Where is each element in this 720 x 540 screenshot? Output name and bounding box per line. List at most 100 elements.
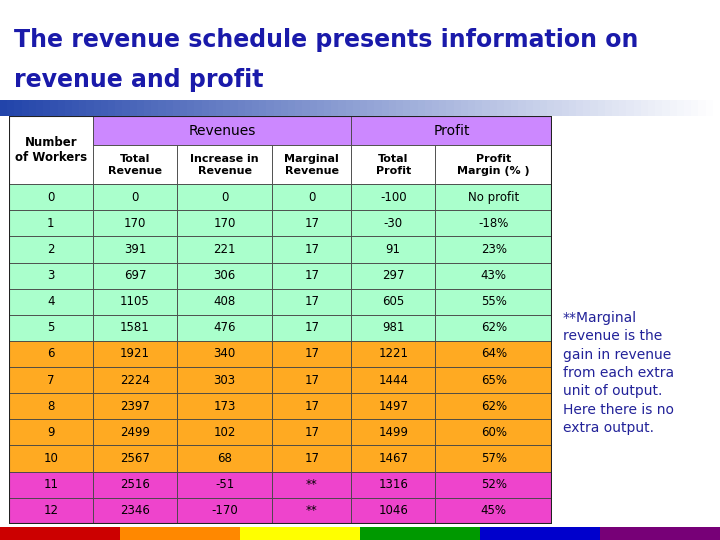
Text: 9: 9 [47,426,55,439]
Bar [9,498,93,524]
Bar [93,498,177,524]
Bar [547,100,554,116]
Bar [79,100,86,116]
Bar [351,262,436,289]
Bar [351,315,436,341]
Text: 981: 981 [382,321,405,334]
Text: 57%: 57% [481,452,507,465]
Bar [177,393,272,419]
Bar [360,100,367,116]
Bar [360,526,480,540]
Bar [266,100,274,116]
Bar [351,341,436,367]
Bar [202,100,209,116]
Bar [180,100,187,116]
Bar [272,419,351,446]
Text: 4: 4 [47,295,55,308]
Text: 55%: 55% [481,295,507,308]
Bar [598,100,605,116]
Bar [619,100,626,116]
Bar [698,100,706,116]
Bar [497,100,504,116]
Bar [346,100,353,116]
Bar [7,100,14,116]
Text: 7: 7 [47,374,55,387]
Bar [511,100,518,116]
Bar [245,100,252,116]
Text: 45%: 45% [481,504,507,517]
Bar [641,100,648,116]
Text: 1105: 1105 [120,295,150,308]
Text: No profit: No profit [468,191,519,204]
Bar [93,341,177,367]
Bar [436,367,552,393]
Bar [259,100,266,116]
Bar [436,498,552,524]
Bar [317,100,324,116]
Text: Total
Profit: Total Profit [376,154,411,176]
Text: 2346: 2346 [120,504,150,517]
Bar [137,100,144,116]
Text: -18%: -18% [479,217,509,230]
Bar [583,100,590,116]
Text: 12: 12 [43,504,58,517]
Text: 1499: 1499 [378,426,408,439]
Text: Profit
Margin (% ): Profit Margin (% ) [457,154,530,176]
Bar [93,446,177,471]
Text: 303: 303 [214,374,235,387]
Text: 6: 6 [47,348,55,361]
Text: **: ** [306,504,318,517]
Bar [274,100,281,116]
Bar [9,116,93,184]
Bar [540,100,547,116]
Text: -51: -51 [215,478,234,491]
Bar [93,237,177,262]
Bar [569,100,576,116]
Bar [50,100,58,116]
Text: 391: 391 [124,243,146,256]
Bar [281,100,288,116]
Bar [612,100,619,116]
Bar [526,100,533,116]
Text: 3: 3 [47,269,55,282]
Bar [130,100,137,116]
Bar [36,100,43,116]
Bar [554,100,562,116]
Bar [223,100,230,116]
Bar [9,262,93,289]
Bar [72,100,79,116]
Text: 306: 306 [214,269,236,282]
Text: The revenue schedule presents information on: The revenue schedule presents informatio… [14,28,639,52]
Bar [634,100,641,116]
Text: 5: 5 [47,321,55,334]
Bar [65,100,72,116]
Bar [177,184,272,210]
Text: **: ** [306,478,318,491]
Bar [670,100,677,116]
Text: 0: 0 [308,191,315,204]
Bar [177,262,272,289]
Bar [173,100,180,116]
Text: 62%: 62% [481,321,507,334]
Text: 1497: 1497 [378,400,408,413]
Bar [446,100,454,116]
Text: Increase in
Revenue: Increase in Revenue [190,154,259,176]
Bar [272,315,351,341]
Bar [177,210,272,237]
Bar [461,100,468,116]
Bar [272,289,351,315]
Bar [93,184,177,210]
Text: 170: 170 [214,217,236,230]
Bar [272,145,351,184]
Bar [230,100,238,116]
Bar [9,367,93,393]
Text: 170: 170 [124,217,146,230]
Text: **Marginal
revenue is the
gain in revenue
from each extra
unit of output.
Here t: **Marginal revenue is the gain in revenu… [563,310,674,435]
Text: 102: 102 [214,426,236,439]
Bar [158,100,166,116]
Text: 0: 0 [47,191,55,204]
Text: 0: 0 [131,191,139,204]
Bar [475,100,482,116]
Bar [351,184,436,210]
Bar [351,498,436,524]
